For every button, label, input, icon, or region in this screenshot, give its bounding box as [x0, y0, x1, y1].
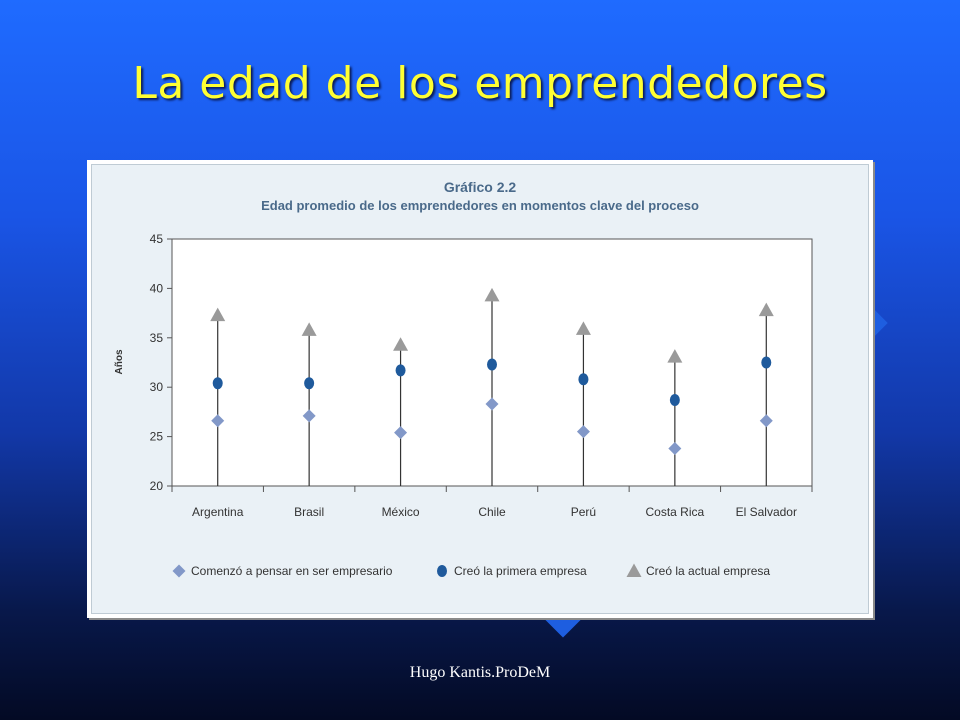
x-tick-label: Perú [571, 505, 596, 519]
x-tick-label: El Salvador [736, 505, 797, 519]
data-point-diamond [485, 397, 499, 411]
data-point-triangle [484, 287, 500, 302]
data-point-triangle [575, 321, 591, 335]
legend-label: Comenzó a pensar en ser empresario [191, 564, 393, 578]
chart-panel: Gráfico 2.2 Edad promedio de los emprend… [91, 164, 869, 614]
scatter-chart: Gráfico 2.2 Edad promedio de los emprend… [114, 179, 813, 578]
data-point-circle [669, 394, 680, 407]
data-point-diamond [302, 409, 316, 423]
data-point-triangle [393, 337, 409, 351]
x-tick-label: Costa Rica [646, 505, 705, 519]
y-tick-label: 30 [150, 380, 164, 394]
x-tick-label: México [382, 505, 420, 519]
y-tick-label: 40 [150, 281, 164, 295]
data-point-circle [487, 358, 497, 371]
data-point-circle [212, 377, 223, 390]
data-point-diamond [668, 441, 682, 455]
y-axis-label: Años [114, 349, 125, 374]
data-point-circle [395, 364, 406, 377]
data-point-circle [761, 356, 772, 369]
data-point-triangle [667, 349, 683, 363]
chart-subtitle: Edad promedio de los emprendedores en mo… [261, 198, 699, 213]
data-point-diamond [394, 426, 408, 440]
legend-marker-diamond [172, 564, 186, 578]
x-tick-label: Chile [478, 505, 506, 519]
legend-label: Creó la actual empresa [646, 564, 770, 578]
y-tick-label: 35 [150, 331, 164, 345]
data-point-circle [578, 373, 589, 386]
legend-label: Creó la primera empresa [454, 564, 587, 578]
data-point-diamond [759, 414, 773, 428]
slide-footer: Hugo Kantis.ProDeM [409, 664, 551, 681]
data-point-triangle [301, 322, 317, 336]
data-point-triangle [210, 307, 226, 322]
data-point-diamond [211, 414, 225, 428]
chart-title: Gráfico 2.2 [444, 179, 517, 195]
y-tick-label: 25 [150, 430, 164, 444]
data-point-triangle [758, 302, 774, 317]
legend-marker-circle [437, 565, 447, 577]
data-point-diamond [576, 425, 590, 439]
y-tick-label: 20 [150, 479, 164, 493]
legend-marker-triangle [626, 563, 642, 577]
slide-title: La edad de los emprendedores [132, 58, 828, 109]
chart-frame: Gráfico 2.2 Edad promedio de los emprend… [87, 160, 873, 618]
x-tick-label: Argentina [192, 505, 244, 519]
data-point-circle [304, 377, 315, 390]
y-tick-label: 45 [150, 232, 164, 246]
x-tick-label: Brasil [294, 505, 324, 519]
